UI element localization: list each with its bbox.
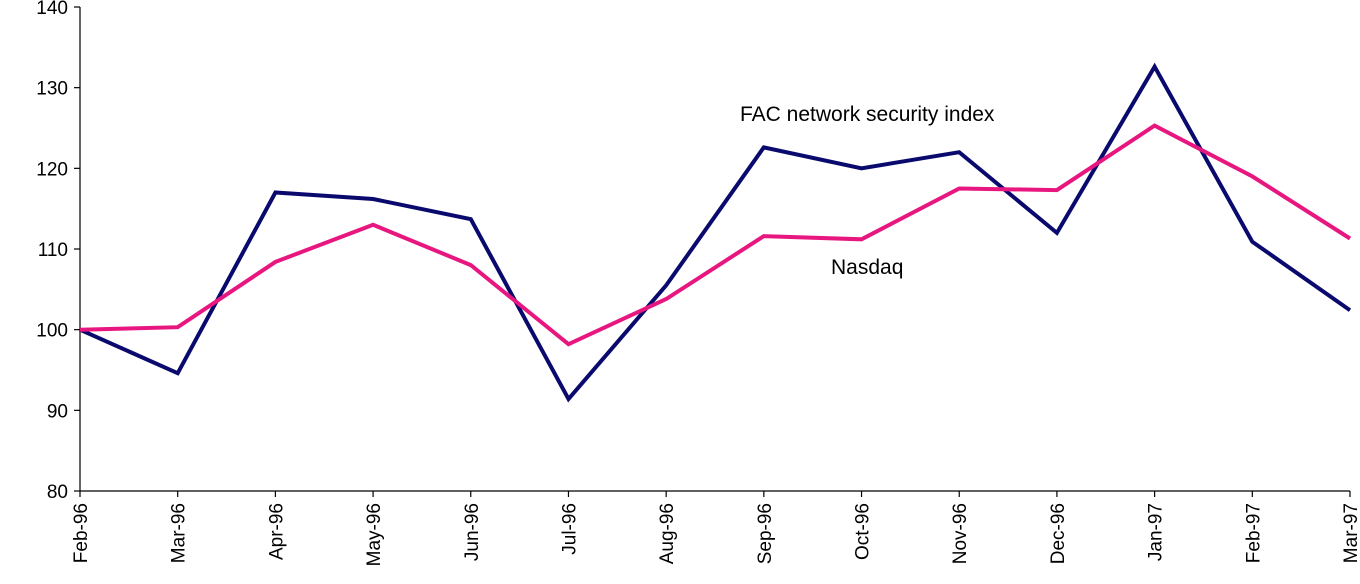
- x-tick-label: Mar-96: [169, 503, 190, 563]
- y-tick-label: 120: [36, 159, 68, 180]
- x-tick-label: Feb-96: [71, 503, 92, 563]
- y-tick-label: 110: [38, 240, 68, 261]
- y-tick-label: 80: [47, 482, 68, 503]
- series-labels: FAC network security index Nasdaq: [740, 103, 995, 279]
- series-label-fac-network-security-index: FAC network security index: [740, 103, 995, 126]
- x-tick-label: Jan-97: [1146, 503, 1167, 561]
- x-tick-label: Mar-97: [1341, 503, 1360, 563]
- x-tick-label: May-96: [364, 503, 385, 566]
- x-tick-label: Apr-96: [266, 503, 287, 560]
- y-tick-label: 90: [47, 401, 68, 422]
- y-tick-label: 140: [36, 0, 68, 19]
- x-tick-label: Dec-96: [1048, 503, 1069, 564]
- x-tick-label: Sep-96: [755, 503, 776, 564]
- x-tick-label: Jul-96: [559, 503, 580, 555]
- y-ticks: 80 90 100 110 120 130 140: [36, 0, 80, 503]
- x-tick-label: Aug-96: [657, 503, 678, 564]
- series-label-nasdaq: Nasdaq: [831, 256, 903, 279]
- series-lines: [79, 62, 1352, 403]
- x-ticks: Feb-96 Mar-96 Apr-96 May-96 Jun-96 Jul-96 Aug-…: [71, 491, 1360, 566]
- x-tick-label: Jun-96: [462, 503, 483, 561]
- y-tick-label: 100: [36, 321, 68, 342]
- series-line-nasdaq: [79, 123, 1352, 347]
- series-line-fac-network-security-index: [79, 62, 1352, 403]
- y-tick-label: 130: [36, 79, 68, 100]
- x-tick-label: Oct-96: [853, 503, 874, 560]
- axes: [79, 7, 1350, 492]
- x-tick-label: Nov-96: [950, 503, 971, 564]
- x-tick-label: Feb-97: [1243, 503, 1264, 563]
